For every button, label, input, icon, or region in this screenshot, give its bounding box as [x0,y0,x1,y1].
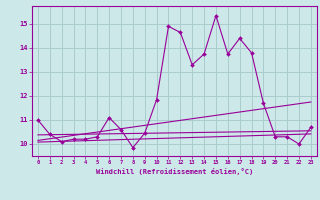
X-axis label: Windchill (Refroidissement éolien,°C): Windchill (Refroidissement éolien,°C) [96,168,253,175]
